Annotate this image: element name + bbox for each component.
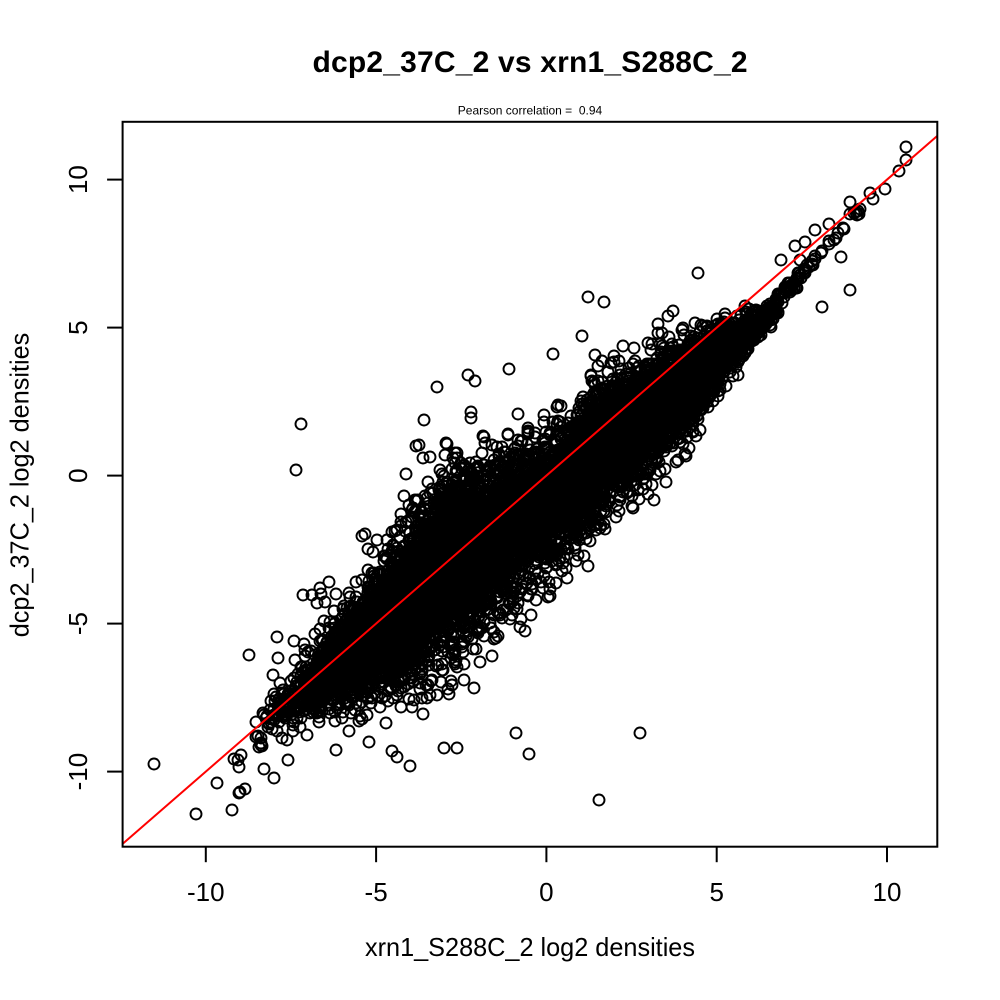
svg-text:dcp2_37C_2 log2 densities: dcp2_37C_2 log2 densities: [5, 333, 35, 638]
svg-text:xrn1_S288C_2 log2 densities: xrn1_S288C_2 log2 densities: [365, 932, 695, 962]
svg-text:dcp2_37C_2 vs xrn1_S288C_2: dcp2_37C_2 vs xrn1_S288C_2: [313, 46, 748, 79]
svg-text:-5: -5: [63, 612, 93, 635]
svg-text:-10: -10: [187, 877, 225, 907]
svg-text:-5: -5: [365, 877, 388, 907]
svg-text:10: 10: [63, 165, 93, 194]
svg-text:0: 0: [539, 877, 553, 907]
svg-text:0: 0: [63, 468, 93, 482]
svg-text:-10: -10: [63, 753, 93, 791]
svg-text:Pearson correlation = 0.94: Pearson correlation = 0.94: [458, 104, 603, 118]
svg-text:5: 5: [709, 877, 723, 907]
svg-text:10: 10: [873, 877, 902, 907]
svg-text:5: 5: [63, 320, 93, 334]
